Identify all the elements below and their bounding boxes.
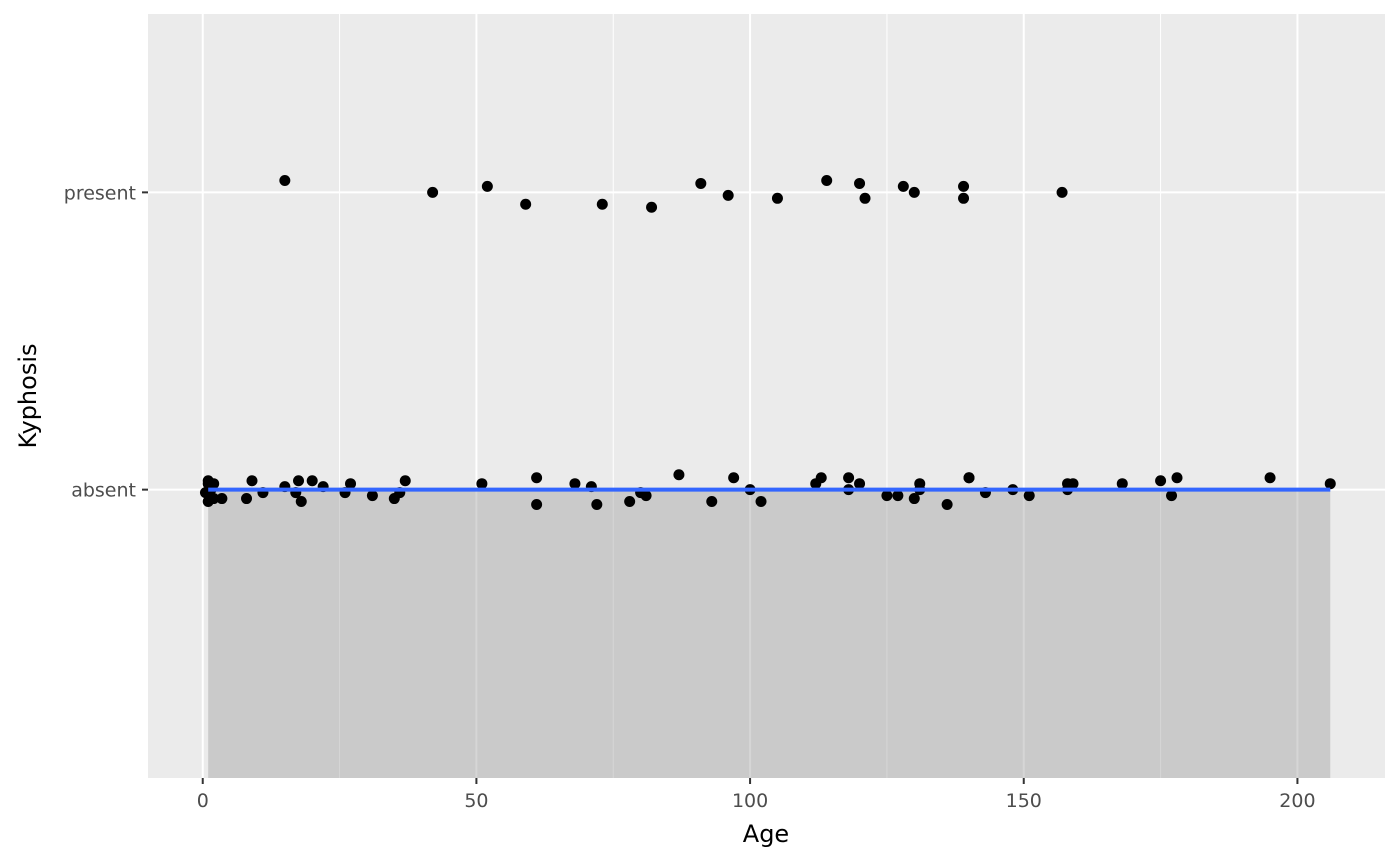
points-layer xyxy=(199,174,1336,511)
data-point xyxy=(306,475,318,487)
y-axis-title: Kyphosis xyxy=(14,344,42,449)
data-point xyxy=(1171,472,1183,484)
data-point xyxy=(695,177,707,189)
x-tick-label: 0 xyxy=(197,790,209,812)
data-point xyxy=(216,493,228,505)
x-tick-label: 50 xyxy=(464,790,488,812)
confidence-ribbon-layer xyxy=(208,489,1331,778)
data-point xyxy=(854,478,866,490)
data-point xyxy=(569,478,581,490)
data-point xyxy=(1067,478,1079,490)
data-point xyxy=(897,180,909,192)
data-point xyxy=(624,496,636,508)
data-point xyxy=(1023,490,1035,502)
data-point xyxy=(531,472,543,484)
data-point xyxy=(771,192,783,204)
confidence-ribbon xyxy=(208,489,1331,778)
data-point xyxy=(722,189,734,201)
data-point xyxy=(531,499,543,511)
data-point xyxy=(591,499,603,511)
data-point xyxy=(854,177,866,189)
data-point xyxy=(640,490,652,502)
data-point xyxy=(706,496,718,508)
minor-gridlines xyxy=(339,14,1162,778)
data-point xyxy=(208,493,220,505)
data-point xyxy=(646,201,658,213)
x-axis: 0 50 100 150 200 xyxy=(197,778,1316,812)
x-tick-label: 100 xyxy=(732,790,768,812)
data-point xyxy=(520,198,532,210)
data-point xyxy=(821,174,833,186)
x-axis-title: Age xyxy=(743,820,789,848)
data-point xyxy=(728,472,740,484)
y-tick-label: absent xyxy=(71,480,136,502)
data-point xyxy=(859,192,871,204)
data-point xyxy=(246,475,258,487)
data-point xyxy=(843,472,855,484)
data-point xyxy=(892,490,904,502)
data-point xyxy=(295,496,307,508)
x-tick-label: 150 xyxy=(1006,790,1042,812)
data-point xyxy=(241,493,253,505)
data-point xyxy=(476,478,488,490)
data-point xyxy=(1155,475,1167,487)
data-point xyxy=(673,469,685,481)
x-tick-label: 200 xyxy=(1279,790,1315,812)
y-axis: absent present xyxy=(64,182,148,502)
data-point xyxy=(908,186,920,198)
data-point xyxy=(481,180,493,192)
y-tick-label: present xyxy=(64,182,136,204)
data-point xyxy=(293,475,305,487)
data-point xyxy=(815,472,827,484)
data-point xyxy=(958,192,970,204)
data-point xyxy=(755,496,767,508)
data-point xyxy=(881,490,893,502)
panel-background xyxy=(148,14,1385,778)
data-point xyxy=(345,478,357,490)
data-point xyxy=(279,174,291,186)
data-point xyxy=(208,478,220,490)
data-point xyxy=(1056,186,1068,198)
data-point xyxy=(941,499,953,511)
data-point xyxy=(1116,478,1128,490)
data-point xyxy=(366,490,378,502)
data-point xyxy=(958,180,970,192)
data-point xyxy=(596,198,608,210)
data-point xyxy=(1166,490,1178,502)
data-point xyxy=(1324,478,1336,490)
data-point xyxy=(1264,472,1276,484)
data-point xyxy=(908,493,920,505)
data-point xyxy=(963,472,975,484)
data-point xyxy=(427,186,439,198)
data-point xyxy=(399,475,411,487)
